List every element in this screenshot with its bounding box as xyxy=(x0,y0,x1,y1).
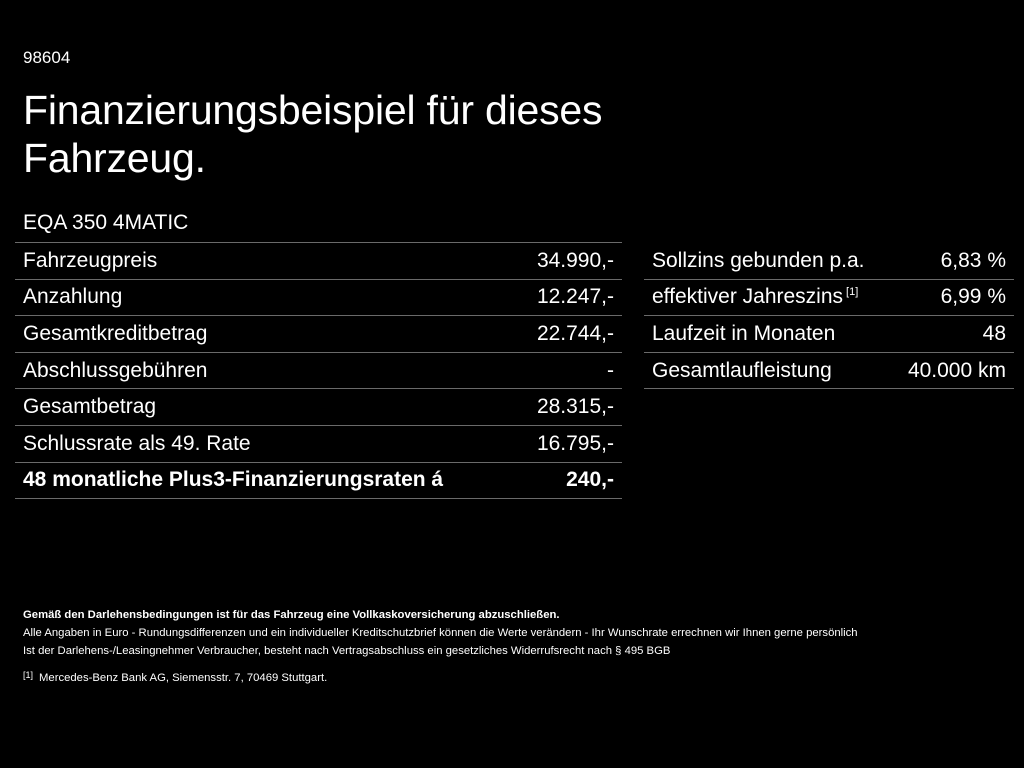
row-label: Anzahlung xyxy=(15,279,516,317)
table-row: Laufzeit in Monaten 48 xyxy=(644,315,1014,353)
row-value: 12.247,- xyxy=(515,279,622,317)
table-row: Anzahlung 12.247,- xyxy=(15,279,622,317)
table-row: Abschlussgebühren - xyxy=(15,352,622,390)
row-label: effektiver Jahreszins xyxy=(652,285,844,309)
row-label: 48 monatliche Plus3-Finanzierungsraten á xyxy=(15,462,516,500)
row-value: 34.990,- xyxy=(515,242,622,280)
footnote-marker: [1] xyxy=(846,286,859,299)
row-label: Schlussrate als 49. Rate xyxy=(15,425,516,463)
terms-table: Sollzins gebunden p.a. 6,83 % effektiver … xyxy=(644,243,1014,390)
row-label-cell: effektiver Jahreszins [1] xyxy=(644,279,891,317)
row-value: 28.315,- xyxy=(515,388,622,426)
table-row: Schlussrate als 49. Rate 16.795,- xyxy=(15,425,622,463)
legal-notes: Gemäß den Darlehensbedingungen ist für d… xyxy=(23,606,858,687)
row-label: Abschlussgebühren xyxy=(15,352,516,390)
title-line-1: Finanzierungsbeispiel für dieses xyxy=(23,87,603,133)
page-title: Finanzierungsbeispiel für dieses Fahrzeu… xyxy=(23,86,603,182)
row-value: 6,83 % xyxy=(890,243,1014,280)
table-row: effektiver Jahreszins [1] 6,99 % xyxy=(644,279,1014,317)
row-label: Gesamtkreditbetrag xyxy=(15,315,516,353)
row-value: 22.744,- xyxy=(515,315,622,353)
row-label: Gesamtlaufleistung xyxy=(644,352,891,390)
row-label: Sollzins gebunden p.a. xyxy=(644,243,891,280)
footnote-marker: [1] xyxy=(23,670,34,680)
offer-code: 98604 xyxy=(23,48,71,67)
vehicle-model: EQA 350 4MATIC xyxy=(23,211,189,234)
title-line-2: Fahrzeug. xyxy=(23,135,206,181)
insurance-note: Gemäß den Darlehensbedingungen ist für d… xyxy=(23,609,560,621)
table-row: Sollzins gebunden p.a. 6,83 % xyxy=(644,243,1014,280)
row-value: 6,99 % xyxy=(890,279,1014,317)
footnote: [1] Mercedes-Benz Bank AG, Siemensstr. 7,… xyxy=(23,666,858,687)
footnote-text: Mercedes-Benz Bank AG, Siemensstr. 7, 70… xyxy=(39,672,328,684)
table-row: Gesamtkreditbetrag 22.744,- xyxy=(15,315,622,353)
row-label: Laufzeit in Monaten xyxy=(644,315,891,353)
row-value: 240,- xyxy=(515,462,622,500)
financing-table: Fahrzeugpreis 34.990,- Anzahlung 12.247,- … xyxy=(15,242,622,500)
row-value: 16.795,- xyxy=(515,425,622,463)
row-label: Gesamtbetrag xyxy=(15,388,516,426)
row-value: - xyxy=(515,352,622,390)
table-row: Gesamtbetrag 28.315,- xyxy=(15,388,622,426)
row-label: Fahrzeugpreis xyxy=(15,242,516,280)
withdrawal-note: Ist der Darlehens-/Leasingnehmer Verbrau… xyxy=(23,645,671,657)
table-row: Gesamtlaufleistung 40.000 km xyxy=(644,352,1014,390)
row-value: 40.000 km xyxy=(890,352,1014,390)
table-row: Fahrzeugpreis 34.990,- xyxy=(15,242,622,280)
row-value: 48 xyxy=(890,315,1014,353)
euro-note: Alle Angaben in Euro - Rundungsdifferenz… xyxy=(23,627,858,639)
monthly-rate-row: 48 monatliche Plus3-Finanzierungsraten á… xyxy=(15,462,622,500)
